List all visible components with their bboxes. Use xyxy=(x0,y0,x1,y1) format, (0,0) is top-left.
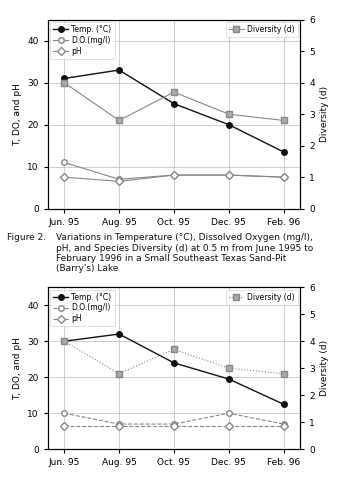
Line: D.O.(mg/l): D.O.(mg/l) xyxy=(61,160,286,182)
pH xyxy=(227,423,231,429)
D.O.(mg/l) xyxy=(227,172,231,178)
Line: Temp. (°C): Temp. (°C) xyxy=(61,331,286,407)
D.O.(mg/l) xyxy=(172,172,176,178)
Diversity (d) xyxy=(172,347,176,353)
Y-axis label: Diversity (d): Diversity (d) xyxy=(321,340,329,396)
Diversity (d) xyxy=(62,80,66,85)
Temp. (°C) xyxy=(62,338,66,344)
Temp. (°C) xyxy=(227,376,231,382)
Y-axis label: Diversity (d): Diversity (d) xyxy=(321,86,329,142)
Legend: Diversity (d): Diversity (d) xyxy=(226,290,298,304)
D.O.(mg/l) xyxy=(227,410,231,416)
Diversity (d) xyxy=(227,365,231,371)
D.O.(mg/l) xyxy=(117,176,121,182)
Y-axis label: T, DO, and pH: T, DO, and pH xyxy=(13,82,22,146)
Line: Diversity (d): Diversity (d) xyxy=(61,80,286,123)
Line: pH: pH xyxy=(61,172,286,184)
Temp. (°C) xyxy=(117,67,121,73)
D.O.(mg/l) xyxy=(172,421,176,427)
Diversity (d) xyxy=(282,117,286,123)
Diversity (d) xyxy=(282,371,286,377)
Temp. (°C) xyxy=(227,122,231,128)
Temp. (°C) xyxy=(282,401,286,407)
Temp. (°C) xyxy=(172,360,176,366)
Temp. (°C) xyxy=(117,331,121,337)
Temp. (°C) xyxy=(172,101,176,107)
Legend: Diversity (d): Diversity (d) xyxy=(226,22,298,37)
pH xyxy=(62,423,66,429)
Line: D.O.(mg/l): D.O.(mg/l) xyxy=(61,410,286,427)
D.O.(mg/l) xyxy=(62,160,66,165)
Y-axis label: T, DO, and pH: T, DO, and pH xyxy=(13,337,22,400)
Diversity (d) xyxy=(117,117,121,123)
D.O.(mg/l) xyxy=(62,410,66,416)
Temp. (°C) xyxy=(62,76,66,82)
pH xyxy=(172,423,176,429)
Line: Diversity (d): Diversity (d) xyxy=(61,338,286,377)
Text: Figure 2.: Figure 2. xyxy=(7,233,46,242)
Diversity (d) xyxy=(62,338,66,344)
pH xyxy=(117,423,121,429)
pH xyxy=(282,174,286,180)
D.O.(mg/l) xyxy=(282,174,286,180)
Diversity (d) xyxy=(117,371,121,377)
Legend: Temp. (°C), D.O.(mg/l), pH: Temp. (°C), D.O.(mg/l), pH xyxy=(50,290,115,327)
pH xyxy=(227,172,231,178)
pH xyxy=(117,178,121,184)
Diversity (d) xyxy=(227,111,231,117)
Diversity (d) xyxy=(172,89,176,95)
Text: Variations in Temperature (°C), Dissolved Oxygen (mg/l),
pH, and Species Diversi: Variations in Temperature (°C), Dissolve… xyxy=(56,233,313,273)
Line: pH: pH xyxy=(61,423,286,429)
Legend: Temp. (°C), D.O.(mg/l), pH: Temp. (°C), D.O.(mg/l), pH xyxy=(50,22,115,59)
pH xyxy=(282,423,286,429)
Line: Temp. (°C): Temp. (°C) xyxy=(61,67,286,155)
pH xyxy=(172,172,176,178)
Temp. (°C) xyxy=(282,149,286,155)
pH xyxy=(62,174,66,180)
D.O.(mg/l) xyxy=(282,421,286,427)
D.O.(mg/l) xyxy=(117,421,121,427)
